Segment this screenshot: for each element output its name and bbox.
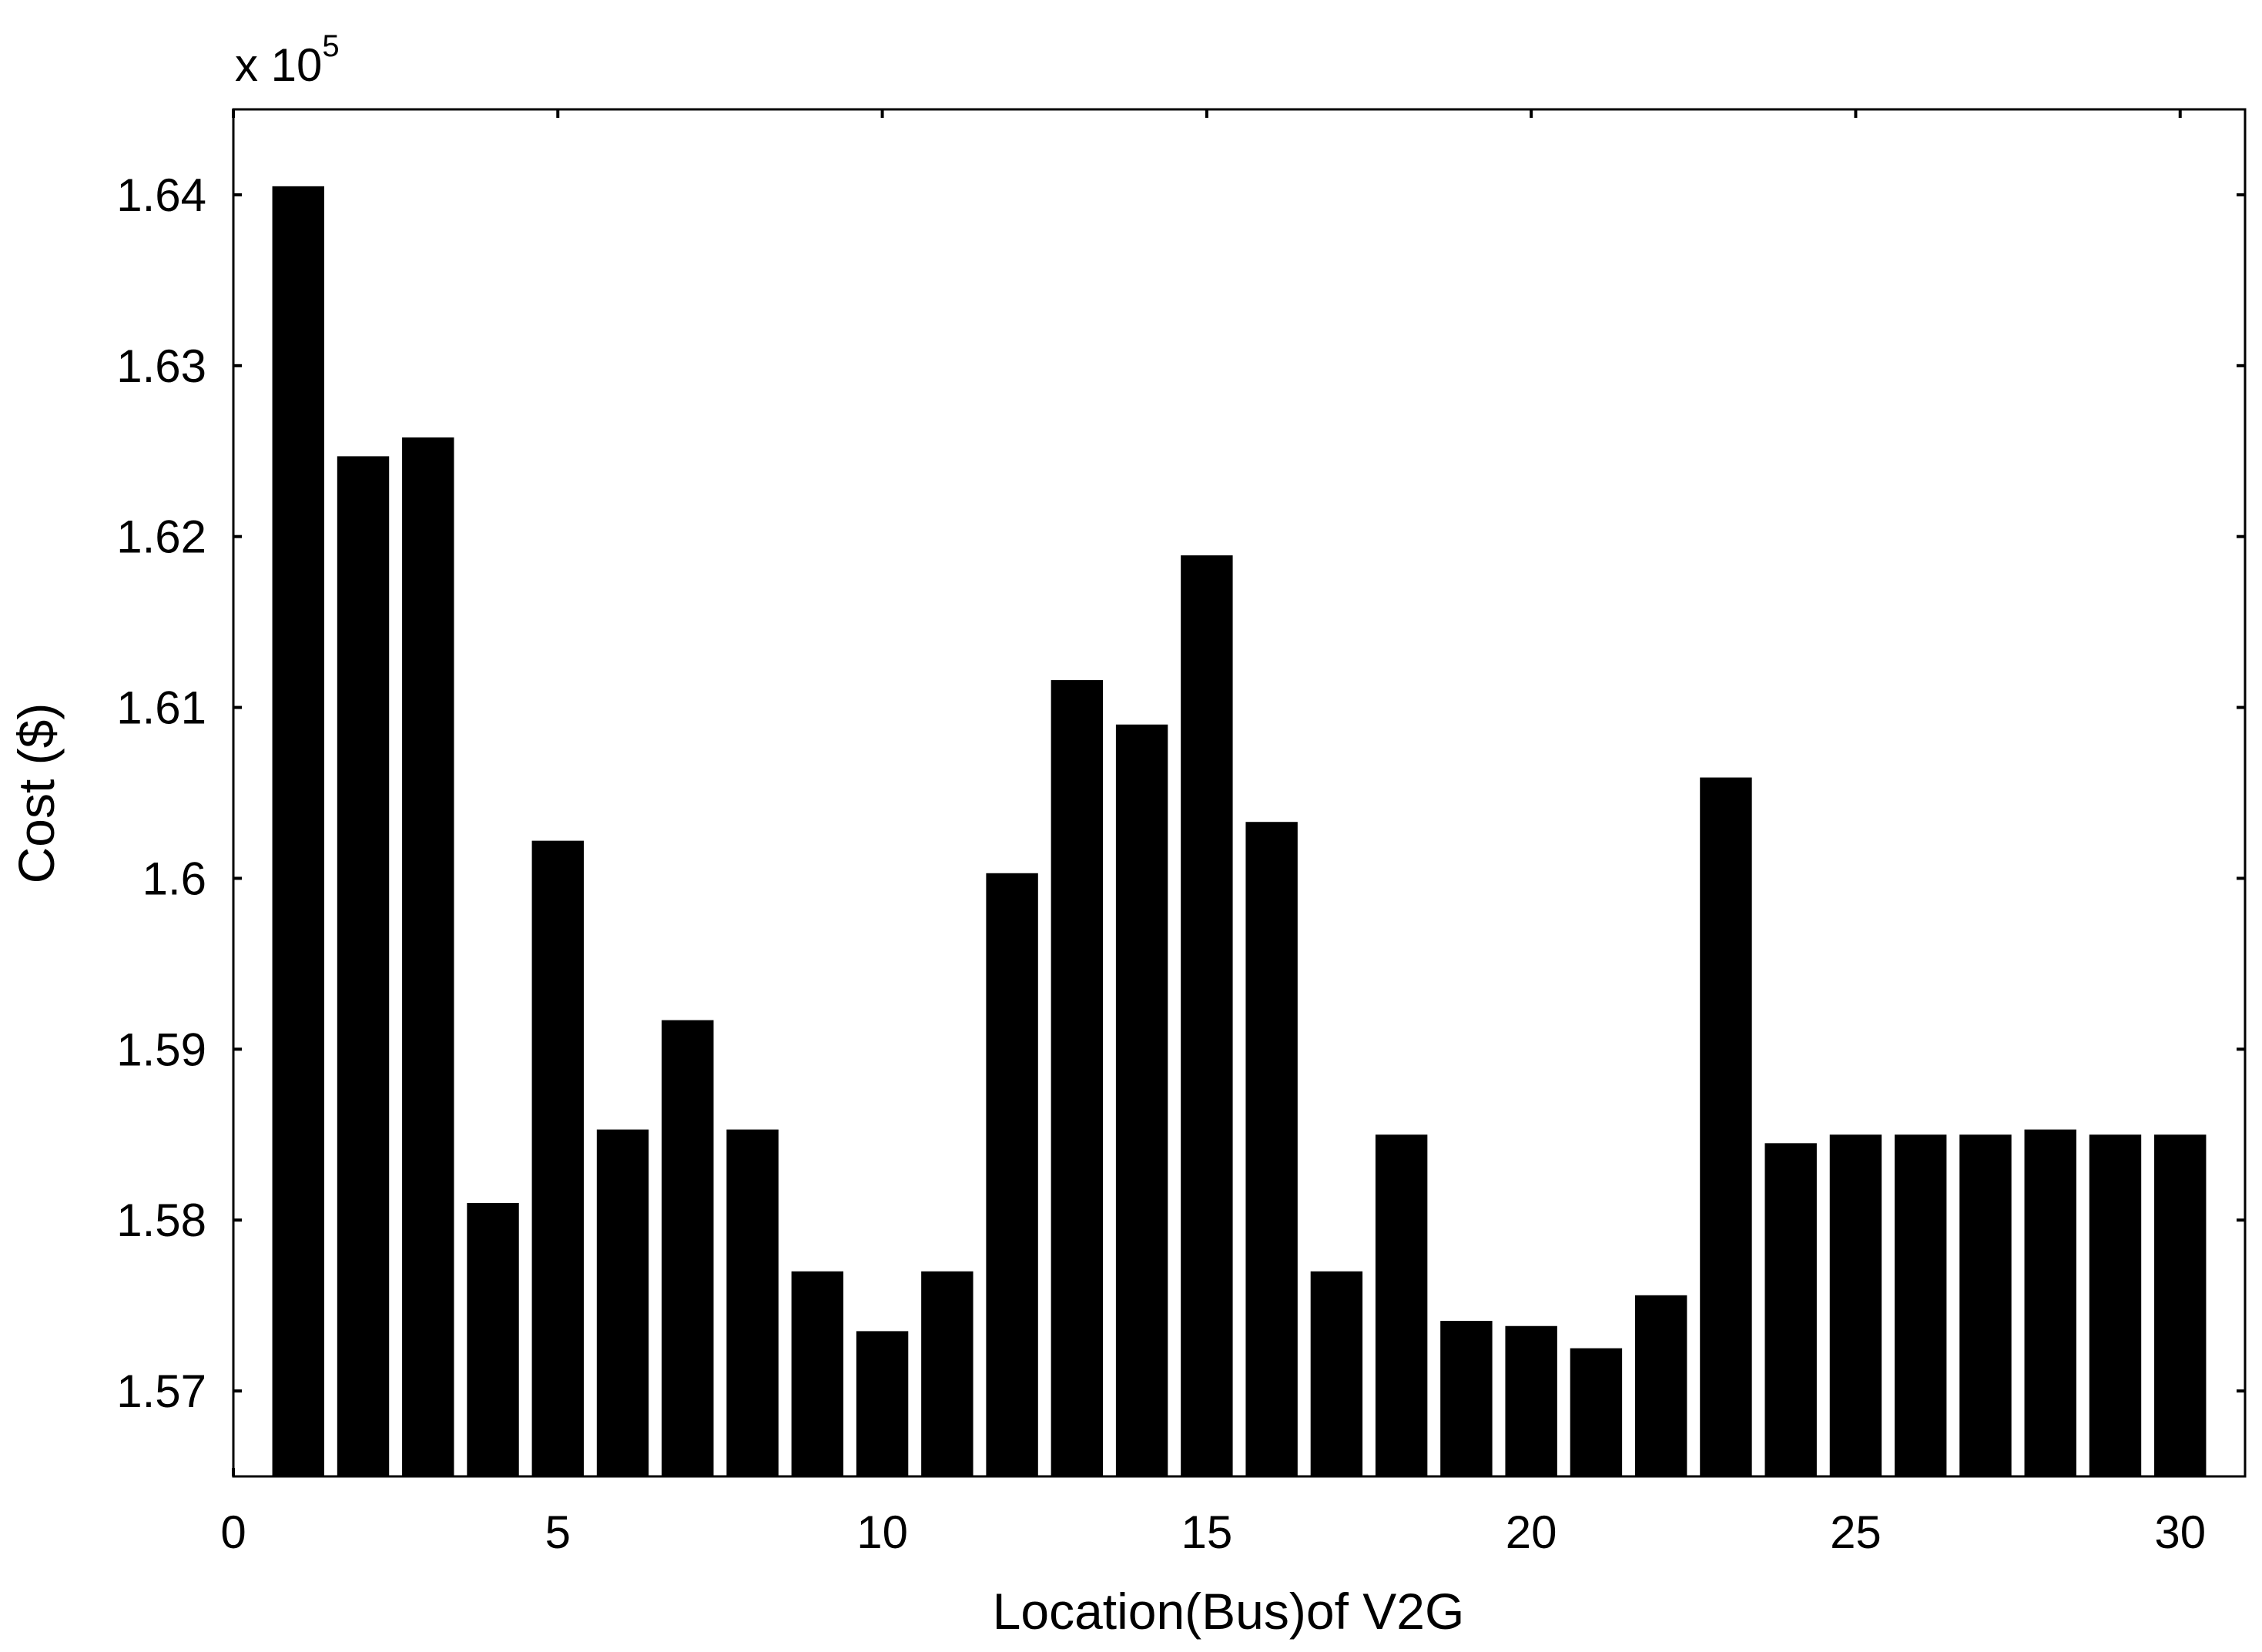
bar-bus-28 <box>2024 1129 2076 1476</box>
bar-bus-5 <box>531 840 584 1476</box>
y-tick-label: 1.63 <box>116 340 206 392</box>
bar-bus-24 <box>1764 1143 1817 1476</box>
bar-bus-1 <box>272 186 324 1476</box>
bar-bus-11 <box>921 1271 973 1476</box>
y-tick-label: 1.64 <box>116 169 206 221</box>
bar-bus-9 <box>791 1271 844 1476</box>
bar-bus-26 <box>1895 1134 1947 1476</box>
y-axis-label: Cost ($) <box>8 703 65 884</box>
bar-bus-20 <box>1505 1325 1557 1476</box>
bar-bus-19 <box>1440 1321 1493 1476</box>
x-tick-labels: 0 5 10 15 20 25 30 <box>220 1506 2206 1558</box>
x-tick-label: 20 <box>1506 1506 1557 1558</box>
bar-bus-23 <box>1700 777 1752 1476</box>
y-tick-label: 1.59 <box>116 1024 206 1075</box>
bar-bus-7 <box>662 1020 714 1476</box>
y-tick-label: 1.58 <box>116 1195 206 1246</box>
bar-bus-12 <box>986 873 1038 1476</box>
bar-bus-27 <box>1959 1134 2012 1476</box>
bar-bus-30 <box>2154 1134 2207 1476</box>
ticks-group <box>232 109 2245 1476</box>
bar-bus-8 <box>726 1129 779 1476</box>
bar-bus-13 <box>1051 680 1104 1476</box>
y-axis-multiplier: x 105 <box>235 29 340 91</box>
bar-bus-4 <box>467 1203 519 1476</box>
y-tick-labels: 1.57 1.58 1.59 1.6 1.61 1.62 1.63 1.64 <box>116 169 206 1417</box>
y-tick-label: 1.62 <box>116 511 206 563</box>
y-tick-label: 1.61 <box>116 682 206 734</box>
x-tick-label: 30 <box>2154 1506 2206 1558</box>
bar-bus-2 <box>337 456 390 1476</box>
plot-frame <box>232 108 2247 1478</box>
bar-bus-25 <box>1829 1134 1882 1476</box>
bars-group <box>272 186 2207 1476</box>
y-axis-multiplier-exponent: 5 <box>322 29 339 63</box>
bar-bus-16 <box>1245 822 1298 1476</box>
bar-bus-15 <box>1181 555 1233 1476</box>
bar-bus-3 <box>402 437 454 1476</box>
y-tick-label: 1.6 <box>142 853 206 904</box>
bar-bus-17 <box>1310 1271 1363 1476</box>
bar-bus-22 <box>1634 1295 1687 1476</box>
x-tick-label: 25 <box>1830 1506 1882 1558</box>
y-tick-label: 1.57 <box>116 1365 206 1417</box>
bar-bus-14 <box>1115 724 1168 1476</box>
x-tick-label: 5 <box>545 1506 571 1558</box>
x-tick-label: 0 <box>220 1506 246 1558</box>
bar-bus-18 <box>1375 1134 1428 1476</box>
bar-bus-21 <box>1570 1348 1623 1476</box>
bar-bus-6 <box>596 1129 649 1476</box>
bar-bus-29 <box>2089 1134 2142 1476</box>
x-axis-label: Location(Bus)of V2G <box>993 1583 1465 1640</box>
x-tick-label: 15 <box>1181 1506 1232 1558</box>
x-tick-label: 10 <box>856 1506 908 1558</box>
bar-bus-10 <box>856 1331 909 1476</box>
